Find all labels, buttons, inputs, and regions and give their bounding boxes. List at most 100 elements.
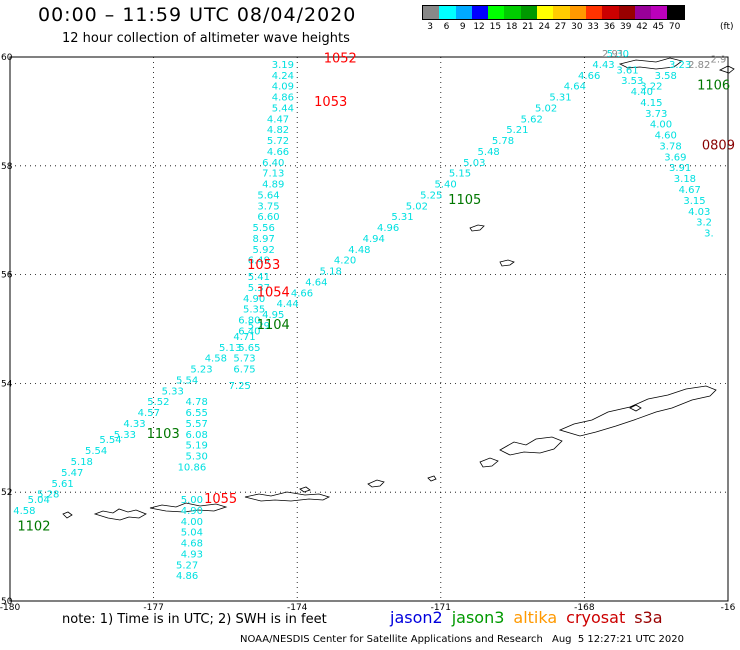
swh-value: 4.64 — [305, 277, 327, 288]
pass-number: 1053 — [247, 258, 280, 273]
legend-label: 30 — [571, 22, 583, 32]
swh-value: 5.29 — [248, 321, 270, 332]
pass-number: 1055 — [204, 492, 237, 507]
y-tick-label: 52 — [1, 488, 12, 498]
swh-value: 3.19 — [272, 60, 294, 71]
credit-line: NOAA/NESDIS Center for Satellite Applica… — [240, 634, 543, 645]
swh-value: 4.15 — [640, 98, 662, 109]
swh-value: 4.90 — [181, 506, 203, 517]
mission-jason3: jason3 — [451, 608, 505, 627]
legend-swatch — [618, 6, 635, 19]
swh-tracks: 4.786.555.576.085.195.3010.865.004.904.0… — [13, 49, 726, 582]
swh-value: 5.18 — [71, 457, 93, 468]
swh-value: 7.13 — [262, 169, 284, 180]
swh-value: 6.49 — [248, 256, 270, 267]
legend-swatch — [651, 6, 668, 19]
swh-value: 3.23 — [669, 60, 691, 71]
legend-label: 3 — [427, 22, 434, 32]
st-lawrence-island — [618, 57, 735, 74]
swh-value: 5.57 — [186, 419, 208, 430]
swh-value: 4.24 — [272, 71, 294, 82]
legend-label: 45 — [652, 22, 665, 32]
swh-value: 4.78 — [186, 397, 208, 408]
swh-value: 6.40 — [238, 326, 260, 337]
swh-value: 4.71 — [233, 332, 255, 343]
legend-labels: 3 6 9 12 15 18 21 24 27 30 33 36 39 42 45 70 — [422, 22, 685, 32]
swh-value: 3.18 — [674, 174, 696, 185]
swh-value: 4.58 — [205, 354, 227, 365]
swh-value: 5.00 — [181, 495, 203, 506]
swh-value: 5.31 — [549, 93, 571, 104]
legend-swatch — [488, 6, 505, 19]
legend-swatch — [667, 6, 684, 19]
y-tick-label: 60 — [1, 53, 13, 63]
swh-value: 4.33 — [123, 419, 145, 430]
swh-value: 5.61 — [52, 479, 74, 490]
swh-value: 4.48 — [348, 245, 370, 256]
swh-value: 3. — [704, 229, 714, 240]
swh-value: 5.18 — [320, 267, 342, 278]
swh-value: 4.44 — [276, 299, 298, 310]
swh-value: 4.89 — [262, 180, 284, 191]
mission-legend: jason2 jason3 altika cryosat s3a — [390, 608, 672, 627]
legend-label: 18 — [505, 22, 518, 32]
legend-label: 9 — [459, 22, 466, 32]
legend-swatch — [553, 6, 570, 19]
x-tick-label: -180 — [0, 603, 20, 613]
legend-swatch — [471, 6, 489, 19]
swh-value: 5.73 — [233, 354, 255, 365]
swh-value: 6.08 — [186, 430, 208, 441]
x-tick-label: -177 — [143, 603, 163, 613]
swh-value: 4.03 — [688, 207, 710, 218]
legend-swatch — [439, 6, 456, 19]
pass-number: 1104 — [257, 318, 290, 333]
pass-number: 1053 — [314, 95, 347, 110]
legend-label: 12 — [473, 22, 485, 32]
swh-value: 5.64 — [257, 190, 279, 201]
legend-label: 24 — [538, 22, 550, 32]
swh-value: 3.75 — [257, 201, 279, 212]
swh-value: 4.09 — [272, 82, 294, 93]
swh-value: 5.13 — [219, 343, 241, 354]
swh-value: 4.20 — [334, 256, 356, 267]
swh-value: 6.75 — [233, 365, 255, 376]
swh-value: 5.52 — [147, 397, 169, 408]
generated-timestamp: Aug 5 12:27:21 UTC 2020 — [552, 634, 684, 645]
swh-value: 3.61 — [616, 65, 638, 76]
swh-value: 6.40 — [262, 158, 284, 169]
pass-number: 1106 — [697, 79, 730, 94]
pribilof-islands — [469, 224, 515, 267]
chart-subtitle: 12 hour collection of altimeter wave hei… — [62, 31, 350, 46]
legend-label: 70 — [668, 22, 681, 32]
swh-value: 4.95 — [262, 310, 284, 321]
legend-label: 6 — [443, 22, 450, 32]
legend-swatch — [504, 6, 521, 19]
swh-value: 5.37 — [248, 283, 270, 294]
swh-value: 4.68 — [181, 539, 203, 550]
swh-value: 3.2 — [696, 218, 712, 229]
legend-label: 39 — [619, 22, 632, 32]
swh-value: 5.33 — [162, 386, 184, 397]
swh-value: 3.91 — [669, 163, 691, 174]
y-tick-label: 50 — [1, 597, 13, 607]
swh-value: 4.82 — [267, 125, 289, 136]
swh-value: 5.47 — [61, 468, 83, 479]
swh-value: 5.28 — [37, 490, 59, 501]
legend-swatch — [634, 6, 652, 19]
x-tick-label: -174 — [287, 603, 308, 613]
swh-value: 4.57 — [138, 408, 160, 419]
swh-value: 4.40 — [631, 87, 653, 98]
swh-value: 4.60 — [655, 131, 677, 142]
swh-value: 6.80 — [238, 316, 260, 327]
swh-value: 7.25 — [229, 381, 251, 392]
legend-swatch — [569, 6, 586, 19]
pass-number: 1102 — [17, 519, 50, 534]
y-tick-label: 54 — [1, 379, 13, 389]
legend-swatch — [537, 6, 554, 19]
swh-value: 2.9 — [710, 54, 726, 65]
swh-value: 5.62 — [521, 114, 543, 125]
pass-number: 1103 — [147, 427, 180, 442]
swh-value: 5.23 — [190, 365, 212, 376]
aleutian-coast-east — [427, 385, 717, 482]
